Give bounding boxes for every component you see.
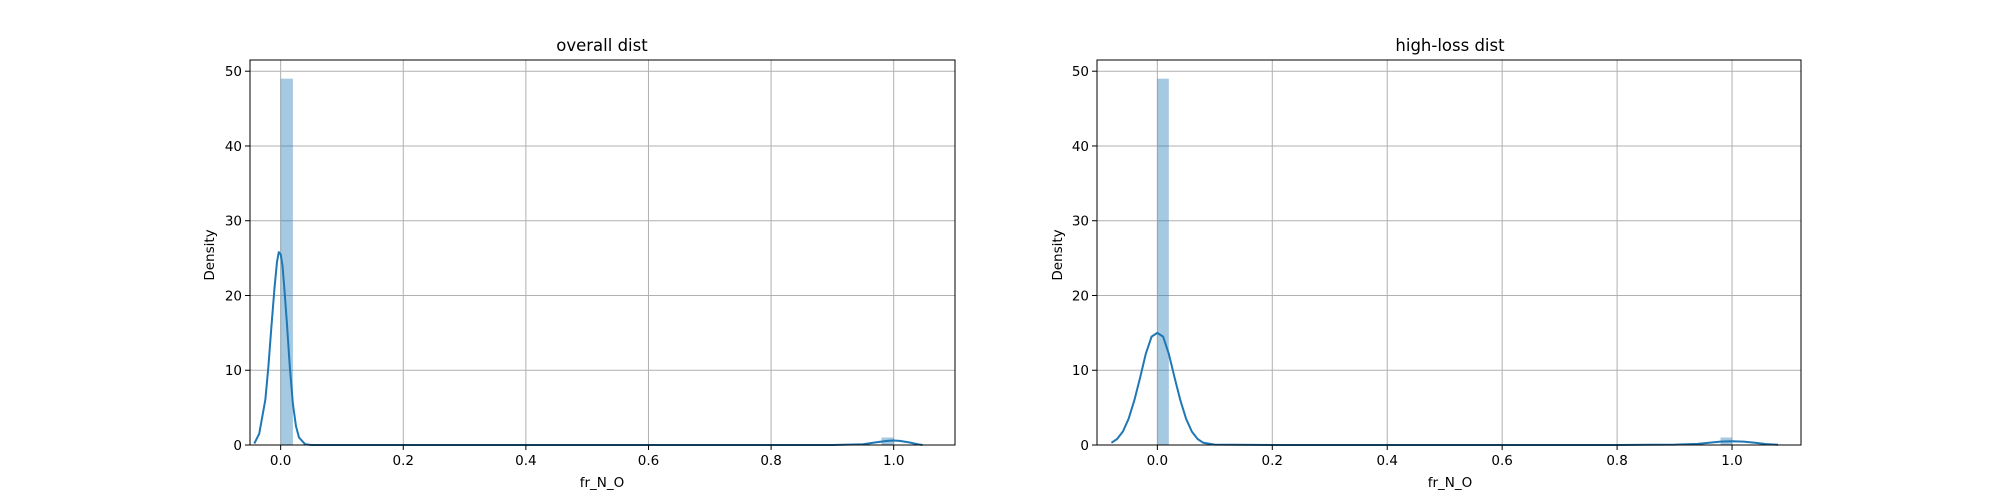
x-tick-label: 0.6: [638, 453, 659, 469]
x-tick-label: 1.0: [1721, 453, 1742, 469]
kde-line: [253, 251, 923, 446]
y-tick-label: 0: [233, 438, 242, 454]
x-tick-label: 0.4: [515, 453, 536, 469]
y-axis-label: Density: [202, 229, 218, 280]
axes-frame: [249, 59, 956, 446]
x-tick-label: 0.0: [1147, 453, 1168, 469]
y-tick-label: 20: [225, 288, 242, 304]
y-tick-label: 20: [1072, 288, 1089, 304]
x-tick-label: 0.8: [760, 453, 781, 469]
kde-curve: [253, 251, 923, 446]
x-tick-label: 0.6: [1491, 453, 1512, 469]
x-tick-label: 0.2: [1262, 453, 1283, 469]
x-tick-label: 0.2: [393, 453, 414, 469]
histogram-bar: [1157, 78, 1169, 445]
axis-ticks: 0.0 0.2 0.4 0.6 0.8 1.0 0 10 20 30 40 50: [1072, 64, 1743, 469]
x-axis-label: fr_N_O: [580, 475, 625, 491]
x-tick-label: 0.8: [1606, 453, 1627, 469]
y-tick-label: 0: [1080, 438, 1089, 454]
y-tick-label: 40: [225, 139, 242, 155]
axis-ticks: 0.0 0.2 0.4 0.6 0.8 1.0 0 10 20 30 40 50: [225, 64, 905, 469]
y-tick-label: 10: [225, 363, 242, 379]
kde-curve: [1110, 331, 1779, 446]
x-axis-label: fr_N_O: [1428, 475, 1473, 491]
x-tick-label: 1.0: [883, 453, 904, 469]
y-tick-label: 50: [1072, 64, 1089, 80]
y-tick-label: 10: [1072, 363, 1089, 379]
kde-line: [1110, 331, 1779, 446]
y-tick-label: 30: [225, 214, 242, 230]
y-tick-label: 30: [1072, 214, 1089, 230]
x-tick-label: 0.4: [1376, 453, 1397, 469]
axes-frame: [1096, 59, 1802, 446]
subplot-high-loss-dist: high-loss dist fr_N_O Density 0.0 0.2 0.4 0…: [1050, 36, 1802, 491]
y-tick-label: 50: [225, 64, 242, 80]
chart-title: high-loss dist: [1395, 36, 1505, 55]
chart-title: overall dist: [556, 36, 648, 55]
y-axis-label: Density: [1050, 229, 1066, 280]
y-tick-label: 40: [1072, 139, 1089, 155]
subplot-overall-dist: overall dist fr_N_O Density 0.0 0.2 0.4 0.6…: [202, 36, 956, 491]
x-tick-label: 0.0: [270, 453, 291, 469]
